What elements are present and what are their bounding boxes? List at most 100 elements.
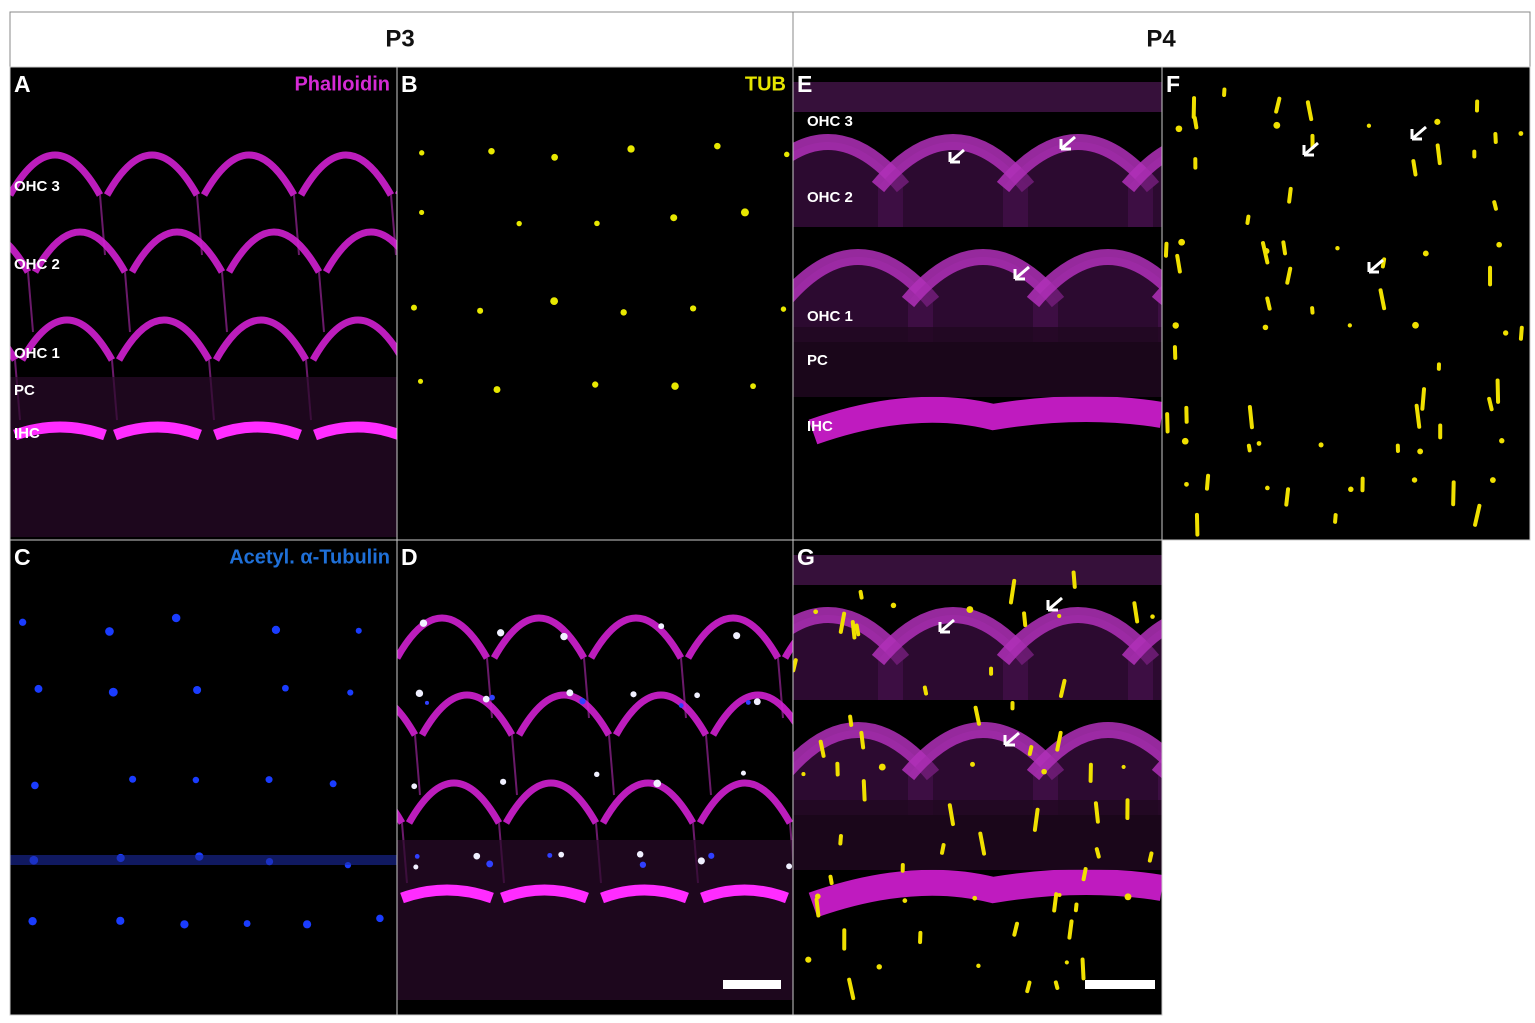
row-label: OHC 3 bbox=[807, 113, 853, 130]
signal-streak bbox=[1310, 306, 1315, 315]
signal-dot bbox=[1417, 448, 1424, 455]
signal-dot bbox=[890, 602, 897, 609]
row-label: OHC 3 bbox=[14, 178, 60, 195]
signal-streak bbox=[1395, 443, 1400, 453]
signal-streak bbox=[1073, 902, 1079, 913]
panel-letter: G bbox=[797, 544, 815, 570]
hair-bundle bbox=[200, 151, 298, 197]
signal-dot bbox=[1262, 324, 1269, 331]
signal-streak bbox=[918, 930, 923, 945]
signal-dot bbox=[1422, 250, 1429, 257]
hair-bundle bbox=[18, 316, 116, 362]
signal-dot bbox=[805, 956, 812, 963]
column-header: P4 bbox=[1146, 25, 1176, 52]
signal-streak bbox=[793, 658, 798, 673]
signal-streak bbox=[1175, 253, 1182, 274]
signal-dot bbox=[108, 687, 118, 697]
cell-region bbox=[397, 840, 793, 1000]
hair-bundle bbox=[515, 691, 613, 737]
cell-body bbox=[878, 142, 1028, 227]
cell-outline bbox=[3, 195, 8, 255]
cell-outline bbox=[221, 271, 228, 333]
hair-bundle bbox=[309, 316, 397, 362]
signal-dot bbox=[1265, 485, 1270, 491]
signal-streak bbox=[1080, 957, 1086, 981]
arrow bbox=[1367, 258, 1384, 274]
image-panel bbox=[793, 540, 1162, 1015]
signal-streak bbox=[1438, 423, 1443, 440]
signal-streak bbox=[1165, 412, 1170, 434]
signal-dot bbox=[579, 698, 586, 705]
image-panel bbox=[10, 540, 397, 1015]
signal-dot bbox=[488, 147, 495, 155]
signal-dot bbox=[473, 852, 481, 860]
signal-dot bbox=[558, 851, 565, 858]
arrow bbox=[1046, 596, 1063, 612]
signal-streak bbox=[1008, 578, 1017, 605]
signal-streak bbox=[922, 685, 929, 696]
signal-streak bbox=[1492, 200, 1498, 211]
signal-dot bbox=[1175, 125, 1183, 133]
signal-streak bbox=[1192, 116, 1199, 130]
arrow bbox=[938, 618, 955, 634]
signal-streak bbox=[1194, 512, 1200, 537]
signal-streak bbox=[1093, 801, 1100, 824]
hair-bundle bbox=[10, 241, 32, 274]
top-region bbox=[793, 82, 1162, 112]
signal-streak bbox=[861, 779, 867, 802]
row-label: PC bbox=[807, 352, 828, 369]
row-label: PC bbox=[14, 382, 35, 399]
signal-streak bbox=[842, 928, 847, 951]
signal-dot bbox=[1502, 330, 1509, 336]
signal-streak bbox=[1088, 762, 1093, 783]
signal-dot bbox=[813, 609, 819, 615]
scale-bar bbox=[1085, 980, 1155, 989]
signal-streak bbox=[1147, 851, 1154, 863]
ihc-band bbox=[808, 396, 1162, 445]
signal-dot bbox=[516, 220, 522, 227]
panel-background bbox=[10, 540, 397, 1015]
signal-dot bbox=[566, 689, 574, 697]
hair-bundle bbox=[10, 151, 104, 197]
cell-body bbox=[908, 730, 1058, 815]
signal-streak bbox=[1245, 214, 1251, 225]
signal-streak bbox=[1071, 570, 1077, 589]
signal-dot bbox=[1172, 322, 1179, 329]
signal-dot bbox=[1184, 481, 1189, 487]
signal-dot bbox=[594, 220, 600, 227]
signal-dot bbox=[414, 854, 420, 859]
pillar-region bbox=[793, 800, 1162, 870]
signal-streak bbox=[1010, 700, 1015, 711]
panel-background bbox=[397, 67, 793, 540]
ihc-bundle bbox=[400, 884, 494, 904]
signal-streak bbox=[1246, 443, 1252, 453]
signal-dot bbox=[1124, 893, 1132, 901]
cell-body bbox=[1003, 142, 1153, 227]
signal-streak bbox=[1518, 325, 1524, 341]
signal-streak bbox=[1204, 473, 1211, 491]
signal-dot bbox=[547, 852, 553, 858]
cell-body bbox=[878, 615, 1028, 700]
signal-streak bbox=[1474, 99, 1480, 113]
signal-dot bbox=[653, 779, 662, 788]
signal-dot bbox=[740, 208, 749, 217]
hair-bundle bbox=[31, 228, 129, 274]
signal-streak bbox=[1191, 96, 1197, 120]
panel-letter: D bbox=[401, 544, 418, 570]
ihc-bundle bbox=[113, 421, 202, 441]
row-label: IHC bbox=[807, 418, 833, 435]
signal-dot bbox=[902, 898, 908, 903]
signal-streak bbox=[1184, 405, 1189, 424]
ihc-bundle bbox=[13, 421, 107, 441]
signal-dot bbox=[551, 153, 558, 161]
signal-dot bbox=[697, 857, 705, 865]
signal-streak bbox=[1012, 921, 1019, 937]
signal-dot bbox=[627, 145, 635, 153]
signal-streak bbox=[1059, 678, 1067, 698]
scale-bar bbox=[723, 980, 781, 989]
signal-streak bbox=[1172, 345, 1178, 360]
signal-streak bbox=[1032, 807, 1040, 832]
panel-border bbox=[1161, 66, 1531, 541]
row-label: IHC bbox=[14, 425, 40, 442]
row-label: OHC 2 bbox=[14, 256, 60, 273]
